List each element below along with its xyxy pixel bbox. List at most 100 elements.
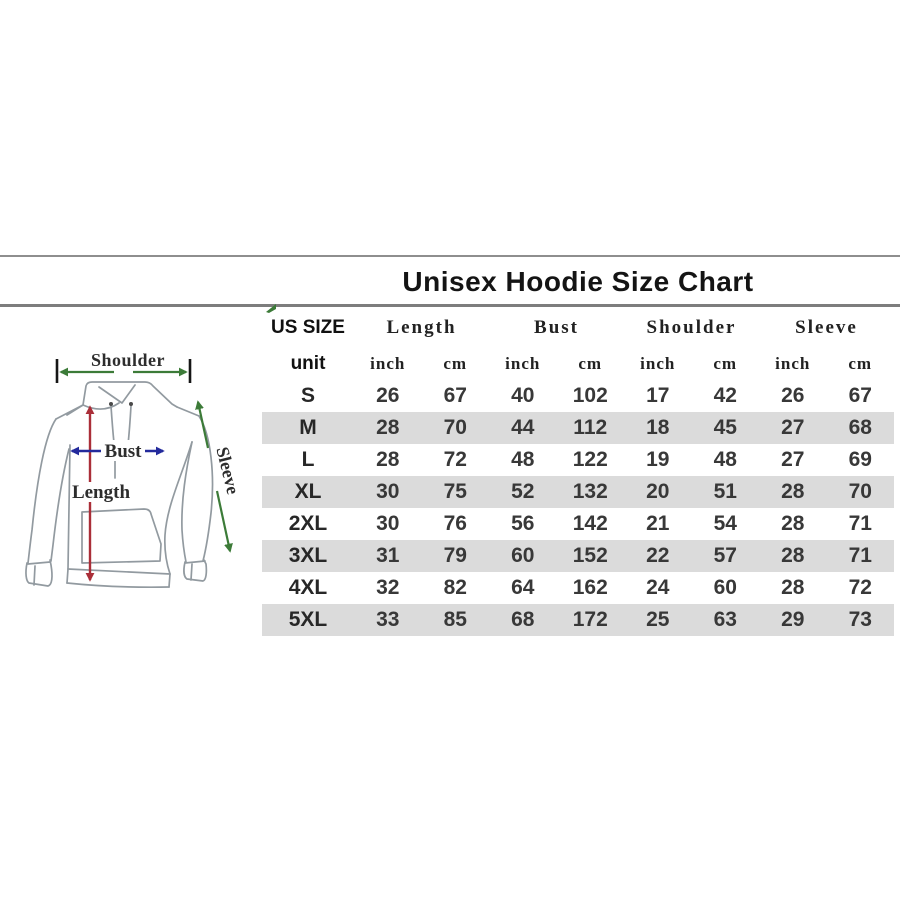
length-label-bg: [71, 482, 131, 502]
value-cell: 152: [556, 540, 624, 572]
value-cell: 70: [826, 476, 894, 508]
unit-header: inch: [370, 353, 406, 373]
size-cell-XL: XL: [262, 476, 354, 508]
value-cell: 54: [713, 512, 737, 535]
value-cell: 48: [511, 448, 535, 471]
unit-header: inch: [640, 353, 676, 373]
value-cell: 28: [781, 576, 805, 599]
value-cell: 112: [556, 412, 624, 444]
unit-header: cm: [443, 353, 468, 373]
group-header-bust: Bust: [534, 316, 579, 338]
us-size-header: US SIZE: [271, 316, 345, 338]
divider-bottom: [0, 304, 900, 307]
value-cell: 20: [624, 476, 692, 508]
value-cell: 32: [376, 576, 400, 599]
value-cell: 52: [489, 476, 557, 508]
group-header-length: Length: [386, 316, 457, 338]
unit-header: inch: [505, 353, 541, 373]
value-cell: 142: [572, 512, 608, 535]
page-title: Unisex Hoodie Size Chart: [402, 266, 754, 297]
value-cell: 30: [376, 512, 400, 535]
size-cell-5XL: 5XL: [262, 604, 354, 636]
value-cell: 28: [376, 448, 400, 471]
value-cell: 162: [572, 576, 608, 599]
size-cell-L: L: [301, 448, 315, 471]
value-cell: 44: [489, 412, 557, 444]
value-cell: 60: [489, 540, 557, 572]
value-cell: 57: [691, 540, 759, 572]
value-cell: 71: [848, 512, 872, 535]
size-cell-2XL: 2XL: [288, 512, 328, 535]
value-cell: 56: [511, 512, 535, 535]
sleeve-arrow: [215, 490, 233, 553]
value-cell: 48: [713, 448, 737, 471]
divider-top: [0, 255, 900, 257]
value-cell: 122: [572, 448, 608, 471]
hoodie-measurement-diagram: Shoulder Bust Length Sleeve: [25, 350, 243, 589]
value-cell: 85: [421, 604, 489, 636]
green-corner-icon: [266, 304, 276, 313]
value-cell: 73: [826, 604, 894, 636]
value-cell: 82: [443, 576, 467, 599]
value-cell: 19: [646, 448, 670, 471]
value-cell: 27: [759, 412, 827, 444]
value-cell: 42: [713, 384, 737, 407]
value-cell: 28: [354, 412, 422, 444]
unit-header: cm: [713, 353, 738, 373]
value-cell: 63: [691, 604, 759, 636]
value-cell: 28: [781, 512, 805, 535]
value-cell: 64: [511, 576, 535, 599]
value-cell: 102: [572, 384, 608, 407]
value-cell: 45: [691, 412, 759, 444]
value-cell: 28: [759, 540, 827, 572]
shoulder-label: Shoulder: [91, 350, 165, 370]
value-cell: 76: [443, 512, 467, 535]
value-cell: 51: [691, 476, 759, 508]
value-cell: 17: [646, 384, 670, 407]
value-cell: 68: [826, 412, 894, 444]
value-cell: 26: [781, 384, 805, 407]
size-cell-S: S: [300, 384, 315, 407]
value-cell: 21: [646, 512, 670, 535]
unit-header: cm: [848, 353, 873, 373]
bust-label: Bust: [105, 441, 143, 462]
value-cell: 28: [759, 476, 827, 508]
group-header-shoulder: Shoulder: [646, 316, 737, 338]
value-cell: 25: [624, 604, 692, 636]
unit-row-label: unit: [290, 352, 326, 374]
value-cell: 24: [646, 576, 670, 599]
group-header-sleeve: Sleeve: [795, 316, 858, 338]
value-cell: 30: [354, 476, 422, 508]
length-label: Length: [72, 482, 131, 503]
value-cell: 75: [421, 476, 489, 508]
hoodie-outline: [25, 381, 214, 589]
unit-header: cm: [578, 353, 603, 373]
size-cell-4XL: 4XL: [288, 576, 328, 599]
value-cell: 26: [376, 384, 400, 407]
sleeve-arrow: [195, 400, 210, 449]
value-cell: 70: [421, 412, 489, 444]
value-cell: 71: [826, 540, 894, 572]
value-cell: 69: [848, 448, 872, 471]
size-cell-M: M: [262, 412, 354, 444]
size-table: US SIZE Length Bust Shoulder Sleeve unit…: [262, 308, 894, 636]
value-cell: 67: [848, 384, 872, 407]
value-cell: 172: [556, 604, 624, 636]
value-cell: 67: [443, 384, 467, 407]
value-cell: 132: [556, 476, 624, 508]
value-cell: 31: [354, 540, 422, 572]
value-cell: 72: [848, 576, 872, 599]
value-cell: 33: [354, 604, 422, 636]
value-cell: 68: [489, 604, 557, 636]
value-cell: 27: [781, 448, 805, 471]
value-cell: 60: [713, 576, 737, 599]
unit-header: inch: [775, 353, 811, 373]
value-cell: 29: [759, 604, 827, 636]
value-cell: 79: [421, 540, 489, 572]
bust-label-bg: [101, 440, 145, 461]
value-cell: 18: [624, 412, 692, 444]
value-cell: 22: [624, 540, 692, 572]
value-cell: 72: [443, 448, 467, 471]
size-cell-3XL: 3XL: [262, 540, 354, 572]
